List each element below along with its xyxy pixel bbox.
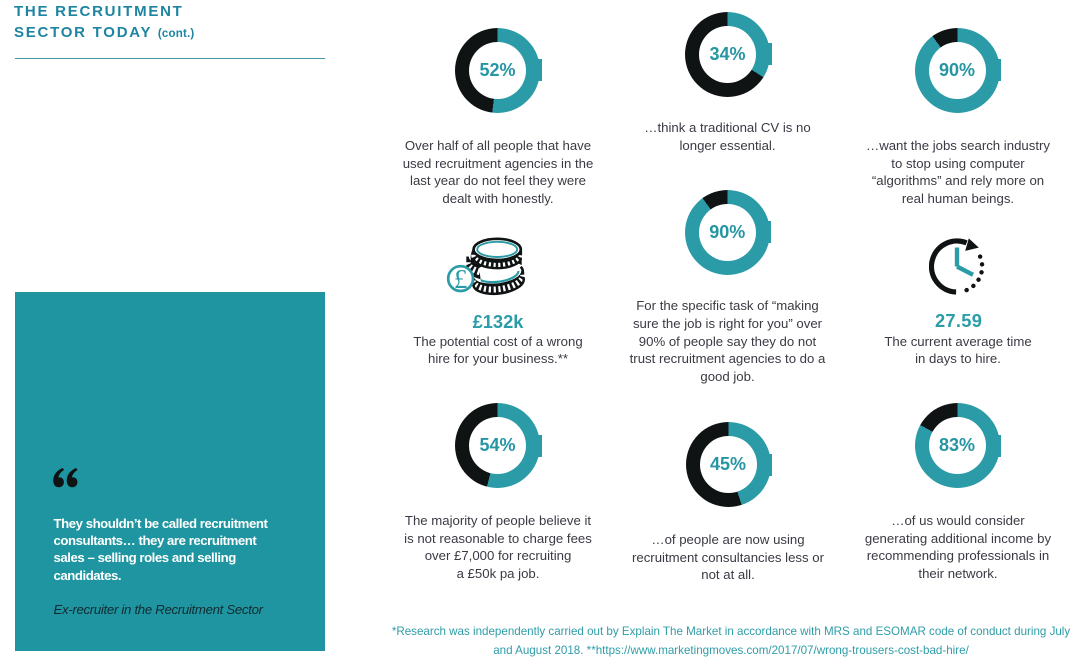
svg-text:£: £ (454, 264, 468, 294)
